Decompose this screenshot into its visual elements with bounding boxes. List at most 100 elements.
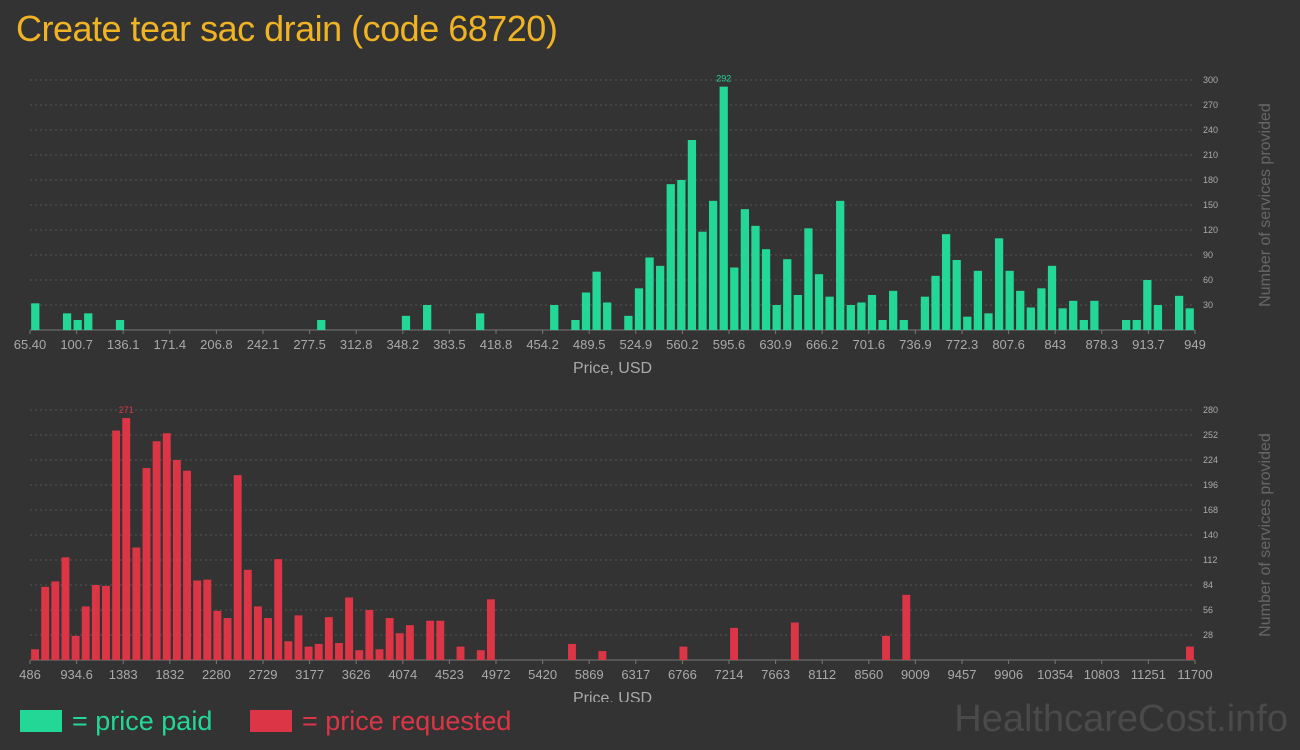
- x-tick-label: 242.1: [247, 337, 280, 352]
- bar: [952, 260, 961, 330]
- bar: [1143, 280, 1152, 330]
- bar: [804, 228, 813, 330]
- bar: [719, 86, 728, 331]
- bar: [1069, 300, 1078, 330]
- x-tick-label: 486: [19, 667, 41, 682]
- bar: [436, 620, 445, 660]
- x-tick-label: 100.7: [60, 337, 93, 352]
- x-tick-label: 5420: [528, 667, 557, 682]
- x-tick-label: 1832: [155, 667, 184, 682]
- bar: [423, 305, 432, 330]
- bar: [152, 441, 161, 660]
- y-tick-label: 112: [1203, 555, 1217, 565]
- bar: [456, 646, 465, 660]
- y-tick-label: 280: [1203, 405, 1218, 415]
- bar: [426, 620, 435, 660]
- legend-paid-swatch: [20, 710, 62, 732]
- y-tick-label: 56: [1203, 605, 1213, 615]
- bar: [84, 313, 93, 330]
- legend-price-paid: = price paid: [20, 704, 212, 738]
- bar: [365, 610, 374, 660]
- x-tick-label: 6766: [668, 667, 697, 682]
- x-tick-label: 878.3: [1086, 337, 1119, 352]
- bar: [1132, 320, 1141, 330]
- bar: [71, 635, 80, 660]
- bar: [284, 641, 293, 660]
- bar: [1090, 300, 1099, 330]
- bar: [902, 594, 911, 660]
- x-tick-label: 524.9: [620, 337, 653, 352]
- bar: [51, 581, 60, 660]
- bar: [634, 288, 644, 330]
- bar: [592, 271, 601, 330]
- x-tick-label: 65.40: [14, 337, 47, 352]
- bar: [31, 649, 40, 660]
- bar: [550, 305, 559, 330]
- y-tick-label: 252: [1203, 430, 1218, 440]
- bar: [645, 257, 654, 330]
- bar: [740, 209, 750, 330]
- bar: [793, 295, 802, 330]
- bar: [656, 265, 665, 330]
- bar: [122, 418, 131, 660]
- x-tick-label: 418.8: [480, 337, 513, 352]
- bar: [41, 586, 50, 660]
- bar: [598, 651, 607, 660]
- bar: [142, 468, 151, 660]
- bar: [1122, 320, 1131, 330]
- legend-price-requested: = price requested: [250, 704, 511, 738]
- x-tick-label: 949: [1184, 337, 1206, 352]
- x-tick-label: 595.6: [713, 337, 746, 352]
- x-tick-label: 843: [1044, 337, 1066, 352]
- x-tick-label: 277.5: [293, 337, 326, 352]
- x-axis-label: Price, USD: [573, 690, 652, 702]
- bar: [708, 200, 718, 330]
- bar: [1058, 308, 1067, 330]
- x-tick-label: 3626: [342, 667, 371, 682]
- bar: [335, 643, 343, 660]
- bar: [1005, 270, 1014, 330]
- bar: [761, 249, 771, 330]
- x-tick-label: 560.2: [666, 337, 699, 352]
- x-tick-label: 934.6: [60, 667, 93, 682]
- x-tick-label: 772.3: [946, 337, 979, 352]
- bar: [836, 200, 845, 330]
- bar: [772, 305, 781, 330]
- y-tick-label: 28: [1203, 630, 1213, 640]
- legend-paid-label: = price paid: [72, 705, 213, 736]
- x-tick-label: 9009: [901, 667, 930, 682]
- x-tick-label: 10803: [1084, 667, 1120, 682]
- bar: [698, 231, 707, 330]
- bar: [385, 618, 394, 660]
- bar: [679, 646, 688, 660]
- bar: [476, 650, 485, 660]
- x-tick-label: 630.9: [759, 337, 792, 352]
- bar: [115, 320, 125, 330]
- bar: [345, 597, 354, 660]
- x-tick-label: 136.1: [107, 337, 140, 352]
- bar: [405, 625, 414, 660]
- y-tick-label: 60: [1203, 275, 1213, 285]
- x-tick-label: 6317: [621, 667, 650, 682]
- x-tick-label: 171.4: [154, 337, 187, 352]
- bar: [624, 315, 633, 330]
- x-tick-label: 4074: [388, 667, 417, 682]
- bar: [1079, 320, 1088, 330]
- bar: [889, 290, 898, 330]
- bar: [193, 580, 202, 660]
- x-tick-label: 2280: [202, 667, 231, 682]
- y-tick-label: 120: [1203, 225, 1218, 235]
- x-tick-label: 10354: [1037, 667, 1073, 682]
- x-tick-label: 11251: [1131, 667, 1166, 682]
- bar: [375, 649, 384, 660]
- bar: [81, 606, 90, 660]
- bar: [317, 320, 326, 330]
- x-tick-label: 312.8: [340, 337, 373, 352]
- bar: [172, 460, 181, 660]
- bar: [102, 585, 110, 660]
- bar: [112, 430, 121, 660]
- x-tick-label: 736.9: [899, 337, 932, 352]
- bar: [751, 225, 760, 330]
- bar: [814, 274, 824, 330]
- bar: [984, 313, 993, 330]
